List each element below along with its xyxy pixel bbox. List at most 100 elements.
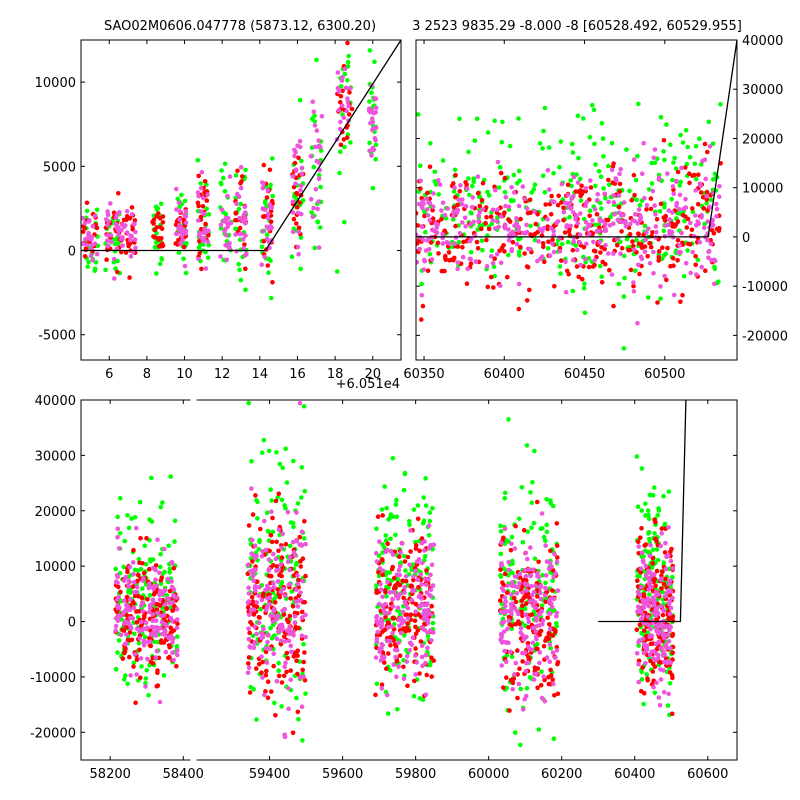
data-point-magenta <box>648 626 653 632</box>
data-point-magenta <box>533 600 538 605</box>
data-point-red <box>554 543 560 548</box>
data-point-magenta <box>547 626 553 632</box>
data-point-green <box>678 132 683 138</box>
data-point-red <box>402 559 408 564</box>
data-point-red <box>166 655 171 661</box>
data-point-magenta <box>153 567 158 573</box>
data-point-red <box>408 549 413 554</box>
data-point-magenta <box>288 677 294 683</box>
data-point-magenta <box>517 571 523 577</box>
data-point-magenta <box>525 644 531 649</box>
data-point-magenta <box>147 609 152 615</box>
data-point-red <box>543 202 548 207</box>
data-point-magenta <box>636 638 642 643</box>
data-point-magenta <box>583 227 589 232</box>
data-point-red <box>488 274 494 280</box>
data-point-green <box>655 513 660 518</box>
data-point-green <box>646 530 652 535</box>
data-point-green <box>421 495 427 500</box>
data-point-red <box>82 253 88 259</box>
data-point-red <box>417 548 422 554</box>
data-point-magenta <box>316 160 322 166</box>
data-point-red <box>534 646 539 651</box>
data-point-magenta <box>256 584 262 590</box>
data-point-red <box>630 239 635 244</box>
data-point-magenta <box>261 626 266 632</box>
data-point-magenta <box>538 596 544 602</box>
data-point-magenta <box>577 240 583 245</box>
data-point-green <box>685 144 690 150</box>
data-point-red <box>546 630 552 636</box>
data-point-green <box>149 519 155 524</box>
data-point-red <box>413 546 419 551</box>
data-point-magenta <box>597 239 602 245</box>
data-point-red <box>428 240 434 245</box>
data-point-magenta <box>702 157 708 162</box>
data-point-green <box>423 229 428 235</box>
data-point-magenta <box>104 217 109 222</box>
data-point-magenta <box>716 194 722 199</box>
data-point-red <box>527 197 533 203</box>
data-point-magenta <box>502 648 507 654</box>
data-point-red <box>647 240 652 246</box>
data-point-magenta <box>141 640 146 645</box>
data-point-red <box>502 175 508 181</box>
data-point-magenta <box>132 221 137 227</box>
data-point-magenta <box>402 585 408 590</box>
data-point-green <box>485 189 490 195</box>
data-point-magenta <box>636 544 641 549</box>
data-point-magenta <box>153 655 159 660</box>
data-point-magenta <box>499 640 505 645</box>
data-point-magenta <box>653 212 658 217</box>
data-point-magenta <box>265 188 271 193</box>
data-point-red <box>390 615 396 621</box>
data-point-magenta <box>297 144 303 150</box>
data-point-magenta <box>132 237 138 242</box>
data-point-green <box>506 252 511 258</box>
y-tick-label: 20000 <box>35 505 76 520</box>
data-point-magenta <box>124 209 130 214</box>
data-point-red <box>294 190 299 196</box>
data-point-red <box>515 672 520 677</box>
data-point-magenta <box>177 209 183 214</box>
data-point-magenta <box>385 692 390 698</box>
data-point-green <box>204 206 209 212</box>
data-point-red <box>253 666 259 671</box>
data-point-red <box>269 689 274 694</box>
data-point-green <box>692 161 698 167</box>
data-point-magenta <box>584 199 589 205</box>
data-point-green <box>693 176 699 182</box>
data-point-magenta <box>260 635 266 640</box>
data-point-magenta <box>374 614 380 619</box>
data-point-red <box>703 268 708 274</box>
data-point-magenta <box>286 686 291 691</box>
data-point-red <box>548 673 554 678</box>
data-point-magenta <box>705 237 710 243</box>
data-point-magenta <box>297 400 303 406</box>
data-point-red <box>547 622 552 627</box>
data-point-green <box>154 271 159 276</box>
data-point-magenta <box>524 588 529 593</box>
data-point-magenta <box>252 624 257 629</box>
data-point-green <box>654 547 660 552</box>
data-point-magenta <box>706 248 712 254</box>
data-point-magenta <box>128 673 133 678</box>
data-point-magenta <box>650 595 656 600</box>
data-point-magenta <box>668 558 674 564</box>
data-point-magenta <box>180 226 185 231</box>
data-point-magenta <box>370 145 376 151</box>
data-point-magenta <box>530 640 536 646</box>
data-point-green <box>394 514 400 519</box>
data-point-red <box>380 572 386 578</box>
data-point-red <box>145 597 150 602</box>
data-point-green <box>673 166 679 171</box>
data-point-red <box>141 570 147 576</box>
data-point-magenta <box>370 127 375 133</box>
data-point-red <box>427 164 433 170</box>
data-point-magenta <box>520 184 526 189</box>
data-point-magenta <box>546 187 552 192</box>
x-tick-label: 59600 <box>322 767 363 782</box>
data-point-green <box>383 533 389 538</box>
data-point-green <box>669 196 674 202</box>
data-point-magenta <box>693 188 698 193</box>
